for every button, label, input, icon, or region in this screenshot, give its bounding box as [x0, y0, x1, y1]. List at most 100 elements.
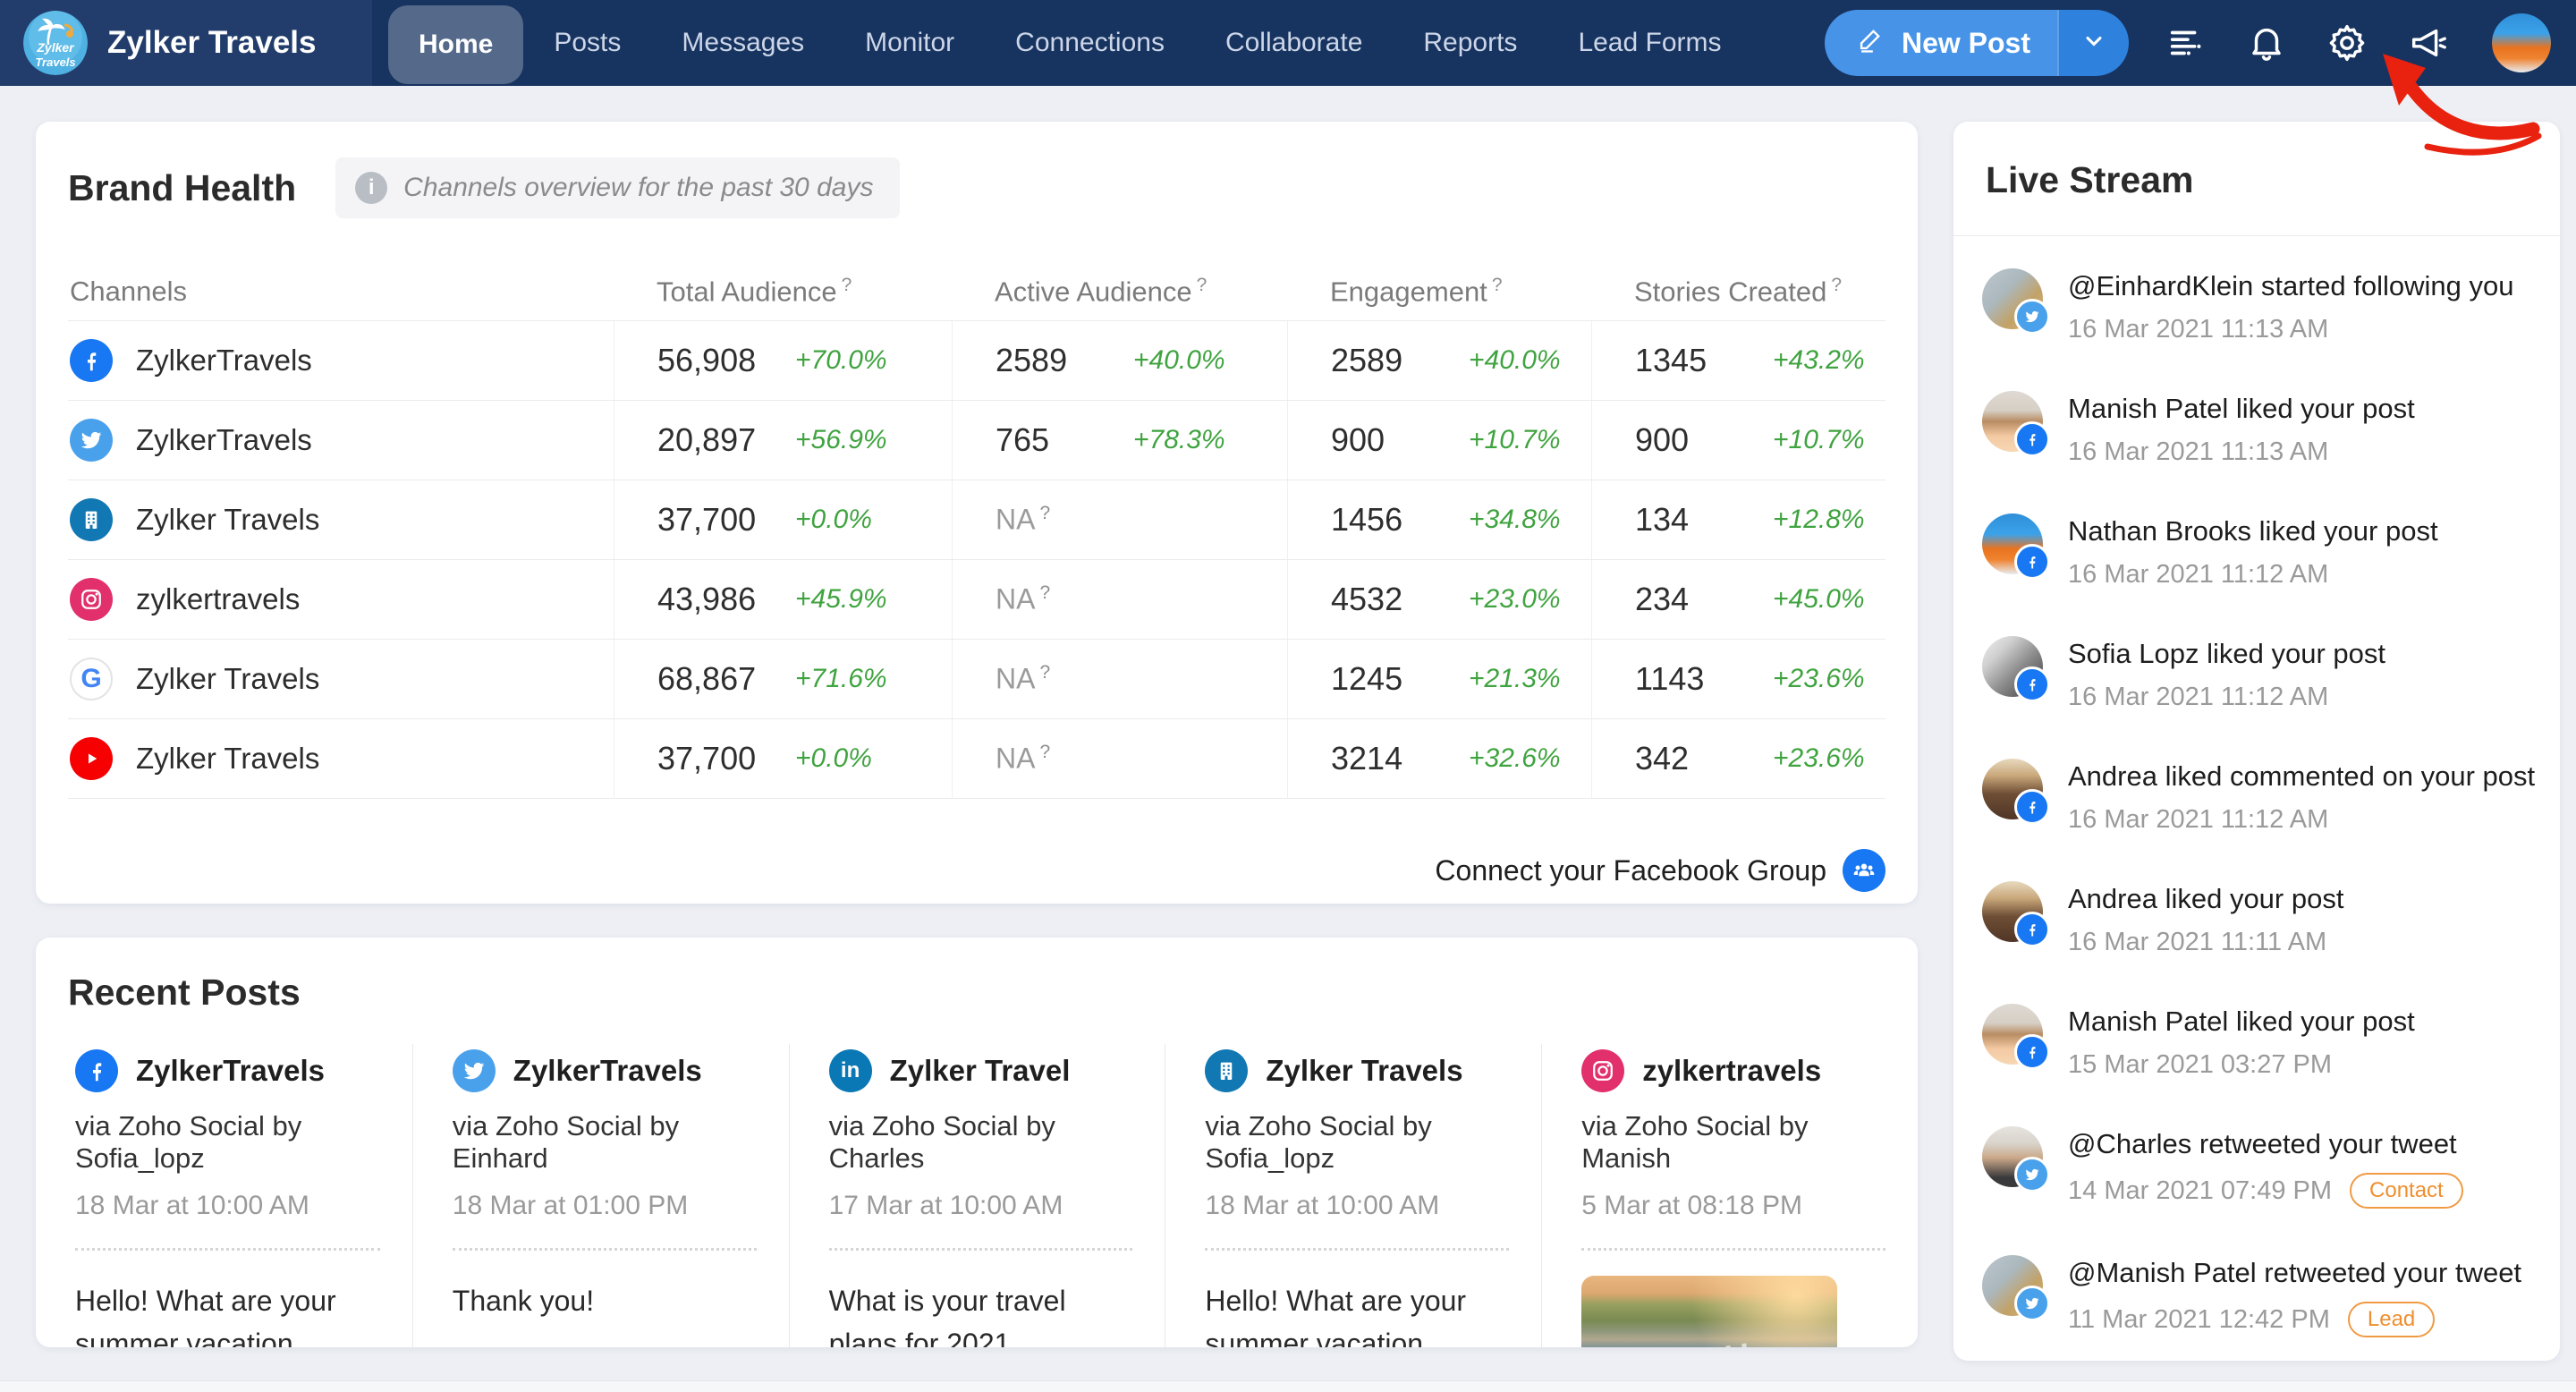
help-tooltip-icon[interactable]: ?: [1039, 503, 1051, 524]
metric-delta: +45.9%: [795, 584, 887, 614]
metric-value: 1345: [1635, 342, 1707, 378]
instagram-icon: [1581, 1049, 1625, 1092]
metric-value: 342: [1635, 740, 1690, 777]
post-date: 18 Mar at 10:00 AM: [1205, 1191, 1440, 1220]
metric-delta: +34.8%: [1469, 505, 1561, 534]
metric-delta: +12.8%: [1773, 505, 1865, 534]
notification-meta: 16 Mar 2021 11:12 AM: [2068, 805, 2535, 835]
nav-item-collaborate[interactable]: Collaborate: [1224, 28, 1363, 57]
notification-body: @Manish Patel retweeted your tweet 11 Mar…: [2068, 1255, 2521, 1337]
metric-cell: 342 +23.6%: [1591, 719, 1885, 798]
metric-cell: 4532 +23.0%: [1287, 560, 1591, 639]
avatar: [1982, 268, 2050, 335]
metric-cell: 3214 +32.6%: [1287, 719, 1591, 798]
connect-facebook-group-link[interactable]: Connect your Facebook Group: [1435, 853, 1826, 887]
top-navbar: Zylker Travels Zylker Travels Home Posts M…: [0, 0, 2576, 86]
nav-item-lead-forms[interactable]: Lead Forms: [1578, 28, 1722, 57]
notification-meta: 16 Mar 2021 11:13 AM: [2068, 437, 2415, 467]
recent-post-card[interactable]: Zylker Travels via Zoho Social by Sofia_l…: [1165, 1044, 1541, 1347]
live-stream-item[interactable]: Manish Patel liked your post 16 Mar 2021 …: [1982, 391, 2542, 467]
channel-name[interactable]: Zylker Travels: [136, 503, 320, 536]
facebook-icon: [2014, 912, 2050, 947]
post-via-line: via Zoho Social by Einhard: [452, 1110, 680, 1174]
crm-tag-badge[interactable]: Contact: [2350, 1173, 2463, 1209]
user-avatar[interactable]: [2492, 13, 2551, 72]
nav-item-home[interactable]: Home: [388, 5, 524, 84]
live-stream-item[interactable]: Manish Patel liked your post 15 Mar 2021 …: [1982, 1004, 2542, 1080]
help-tooltip-icon[interactable]: ?: [1831, 275, 1843, 296]
notification-meta: 14 Mar 2021 07:49 PM Contact: [2068, 1173, 2463, 1209]
notification-text: Nathan Brooks liked your post: [2068, 515, 2438, 547]
crm-tag-badge[interactable]: Lead: [2347, 1302, 2436, 1337]
recent-post-card[interactable]: ZylkerTravels via Zoho Social by Sofia_lo…: [36, 1044, 412, 1347]
metric-value: 1143: [1635, 660, 1705, 697]
recent-post-card[interactable]: ZylkerTravels via Zoho Social by Einhard 1…: [411, 1044, 789, 1347]
notification-text: @Manish Patel retweeted your tweet: [2068, 1257, 2522, 1288]
live-stream-item[interactable]: @EinhardKlein started following you 16 Ma…: [1982, 268, 2542, 344]
live-stream-item[interactable]: @Manish Patel retweeted your tweet 11 Mar…: [1982, 1255, 2542, 1337]
post-account-name: Zylker Travel: [889, 1054, 1071, 1087]
help-tooltip-icon[interactable]: ?: [841, 275, 852, 296]
nav-item-messages[interactable]: Messages: [682, 28, 805, 57]
help-tooltip-icon[interactable]: ?: [1039, 742, 1051, 763]
table-row: zylkertravels 43,986 +45.9% NA? 4532 +23.0% 23…: [68, 559, 1885, 639]
navbar-actions: New Post: [1824, 10, 2576, 76]
avatar: [1982, 1255, 2050, 1321]
brand-health-card: Brand Health i Channels overview for the…: [36, 122, 1918, 904]
twitter-icon: [2014, 1286, 2050, 1321]
new-post-button[interactable]: New Post: [1824, 10, 2129, 76]
facebook-group-icon[interactable]: [1843, 849, 1885, 892]
notification-text: Andrea liked commented on your post: [2068, 760, 2536, 792]
post-via-line: via Zoho Social by Charles: [828, 1110, 1055, 1174]
notification-date: 16 Mar 2021 11:12 AM: [2068, 805, 2329, 834]
channel-name[interactable]: Zylker Travels: [136, 662, 320, 695]
column-header-total-audience: Total Audience?: [657, 275, 852, 308]
live-stream-item[interactable]: @Charles retweeted your tweet 14 Mar 2021…: [1982, 1126, 2542, 1209]
brand-health-title: Brand Health: [68, 166, 297, 208]
column-header-engagement: Engagement?: [1330, 275, 1503, 308]
twitter-icon: [70, 419, 113, 462]
avatar: [1982, 1004, 2050, 1070]
post-header: ZylkerTravels: [452, 1049, 757, 1092]
recent-post-card[interactable]: in Zylker Travel via Zoho Social by Charle…: [788, 1044, 1165, 1347]
metric-cell: 43,986 +45.9%: [614, 560, 952, 639]
metric-cell: 2589 +40.0%: [1287, 321, 1591, 400]
post-account-name: Zylker Travels: [1266, 1054, 1463, 1087]
channel-name[interactable]: zylkertravels: [136, 582, 301, 615]
metric-value: 2589: [996, 342, 1068, 378]
metric-cell: NA?: [952, 640, 1287, 718]
announcements-megaphone-icon[interactable]: [2404, 20, 2451, 66]
facebook-icon: [75, 1049, 118, 1092]
nav-item-connections[interactable]: Connections: [1015, 28, 1165, 57]
help-tooltip-icon[interactable]: ?: [1039, 662, 1051, 683]
nav-item-monitor[interactable]: Monitor: [865, 28, 955, 57]
svg-text:Travels: Travels: [35, 55, 75, 69]
live-stream-item[interactable]: Andrea liked commented on your post 16 Ma…: [1982, 759, 2542, 835]
metric-cell: 900 +10.7%: [1591, 401, 1885, 480]
metric-cell: 234 +45.0%: [1591, 560, 1885, 639]
help-tooltip-icon[interactable]: ?: [1491, 275, 1503, 296]
feed-list-icon[interactable]: [2163, 20, 2209, 66]
new-post-dropdown[interactable]: [2057, 10, 2129, 76]
recent-post-card[interactable]: zylkertravels via Zoho Social by Manish 5 …: [1541, 1044, 1918, 1347]
notification-body: @EinhardKlein started following you 16 Ma…: [2068, 268, 2513, 344]
brand-logo[interactable]: Zylker Travels: [23, 11, 88, 75]
settings-gear-icon[interactable]: [2324, 20, 2370, 66]
notification-meta: 11 Mar 2021 12:42 PM Lead: [2068, 1302, 2521, 1337]
metric-cell: NA?: [952, 480, 1287, 559]
metric-cell: 37,700 +0.0%: [614, 719, 952, 798]
nav-item-reports[interactable]: Reports: [1423, 28, 1518, 57]
notification-meta: 16 Mar 2021 11:11 AM: [2068, 928, 2343, 957]
channel-name[interactable]: ZylkerTravels: [136, 344, 312, 377]
column-header-stories-created: Stories Created?: [1634, 275, 1843, 308]
live-stream-item[interactable]: Nathan Brooks liked your post 16 Mar 2021…: [1982, 514, 2542, 590]
help-tooltip-icon[interactable]: ?: [1196, 275, 1208, 296]
youtube-icon: [70, 737, 113, 780]
notifications-bell-icon[interactable]: [2243, 20, 2290, 66]
help-tooltip-icon[interactable]: ?: [1039, 582, 1051, 604]
nav-item-posts[interactable]: Posts: [554, 28, 622, 57]
channel-name[interactable]: ZylkerTravels: [136, 423, 312, 456]
live-stream-item[interactable]: Sofia Lopz liked your post 16 Mar 2021 11…: [1982, 636, 2542, 712]
live-stream-item[interactable]: Andrea liked your post 16 Mar 2021 11:11 …: [1982, 881, 2542, 957]
channel-name[interactable]: Zylker Travels: [136, 742, 320, 775]
